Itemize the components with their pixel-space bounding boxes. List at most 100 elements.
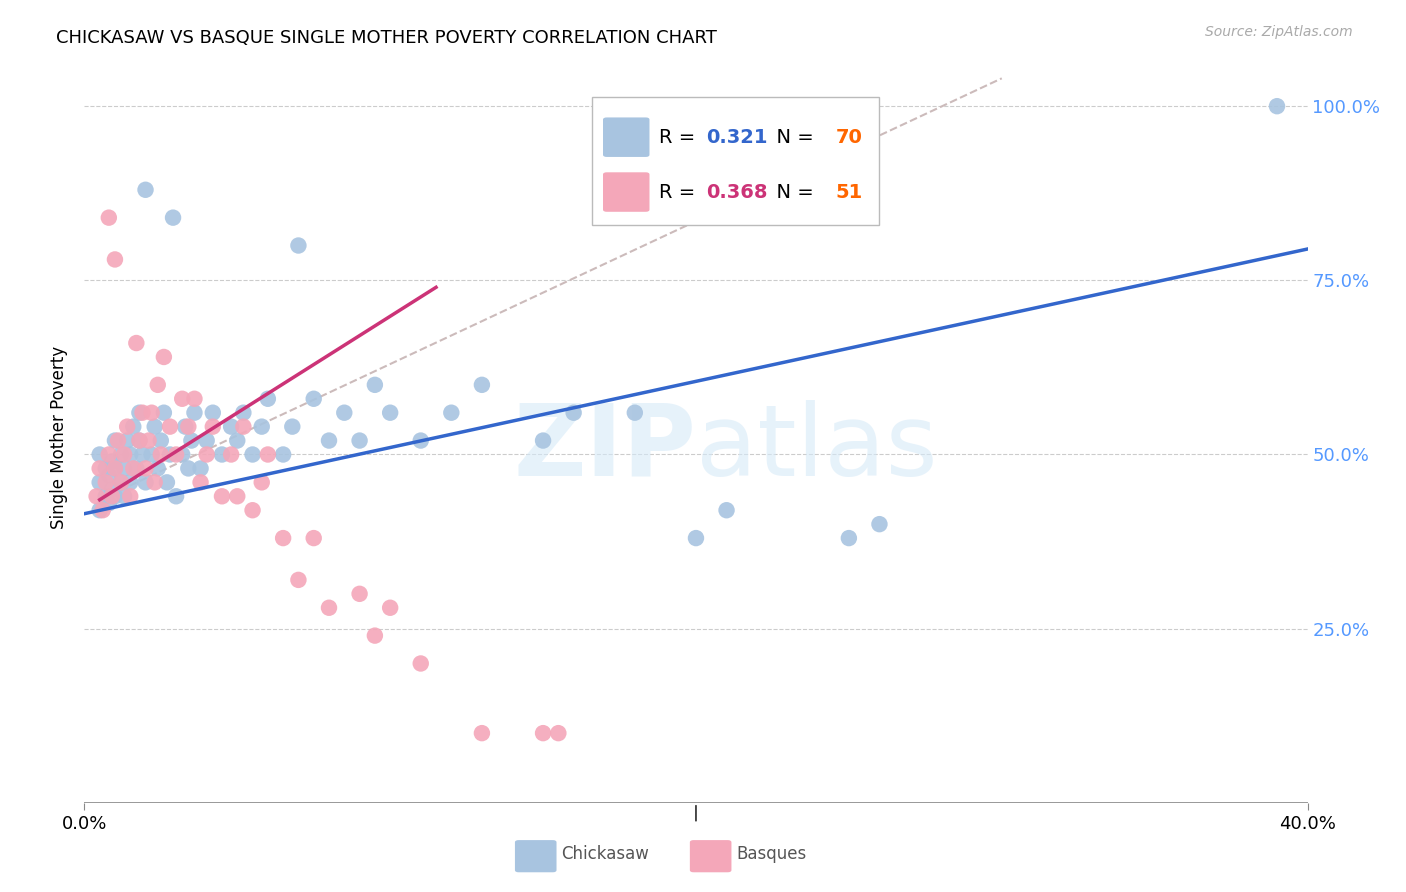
Point: [89, 503, 111, 517]
Point: [110, 448, 132, 462]
Point: [226, 489, 249, 503]
Point: [86, 489, 108, 503]
Point: [97, 448, 120, 462]
Point: [364, 377, 387, 392]
Point: [172, 448, 194, 462]
Point: [287, 573, 309, 587]
FancyBboxPatch shape: [603, 172, 650, 211]
Point: [146, 461, 169, 475]
Point: [146, 377, 169, 392]
Point: [195, 434, 218, 448]
Point: [531, 726, 554, 740]
Point: [471, 726, 494, 740]
Point: [271, 531, 294, 545]
Point: [349, 434, 371, 448]
Text: N =: N =: [765, 128, 821, 146]
Point: [135, 183, 157, 197]
Point: [409, 434, 432, 448]
Point: [159, 448, 181, 462]
Point: [271, 448, 294, 462]
Text: 51: 51: [835, 183, 863, 202]
Point: [94, 461, 117, 475]
Point: [128, 434, 150, 448]
Point: [141, 448, 163, 462]
Point: [89, 475, 111, 490]
Y-axis label: Single Mother Poverty: Single Mother Poverty: [51, 345, 69, 529]
Point: [1265, 99, 1288, 113]
Point: [183, 392, 205, 406]
Point: [380, 600, 402, 615]
Point: [190, 475, 212, 490]
Point: [281, 419, 304, 434]
Point: [257, 448, 280, 462]
Point: [125, 336, 148, 351]
Point: [104, 434, 127, 448]
Point: [333, 406, 356, 420]
Point: [318, 600, 340, 615]
Point: [409, 657, 432, 671]
Point: [190, 461, 212, 475]
Point: [125, 461, 148, 475]
Point: [201, 419, 224, 434]
Point: [131, 406, 153, 420]
Point: [143, 475, 166, 490]
Text: R =: R =: [659, 183, 702, 202]
Point: [195, 448, 218, 462]
Point: [440, 406, 463, 420]
Text: CHICKASAW VS BASQUE SINGLE MOTHER POVERTY CORRELATION CHART: CHICKASAW VS BASQUE SINGLE MOTHER POVERT…: [56, 29, 717, 46]
Point: [115, 434, 138, 448]
Point: [135, 475, 157, 490]
Point: [104, 461, 127, 475]
Point: [201, 406, 224, 420]
Point: [138, 434, 160, 448]
Point: [112, 489, 135, 503]
Point: [250, 475, 273, 490]
Point: [143, 419, 166, 434]
Text: Basques: Basques: [737, 845, 807, 863]
Point: [211, 448, 233, 462]
Point: [120, 489, 142, 503]
Point: [156, 475, 179, 490]
Point: [257, 392, 280, 406]
FancyBboxPatch shape: [592, 97, 880, 225]
Point: [380, 406, 402, 420]
Point: [101, 489, 124, 503]
Point: [104, 489, 127, 503]
Point: [219, 448, 242, 462]
Point: [177, 461, 200, 475]
Point: [716, 503, 738, 517]
Point: [115, 419, 138, 434]
Point: [89, 448, 111, 462]
Point: [110, 475, 132, 490]
Point: [685, 531, 707, 545]
Point: [180, 434, 202, 448]
Point: [122, 461, 145, 475]
Text: Chickasaw: Chickasaw: [561, 845, 650, 863]
Point: [97, 211, 120, 225]
Point: [135, 461, 157, 475]
FancyBboxPatch shape: [603, 118, 650, 157]
Point: [869, 517, 891, 532]
Point: [104, 461, 127, 475]
Text: 70: 70: [835, 128, 862, 146]
FancyBboxPatch shape: [515, 840, 557, 872]
Point: [153, 350, 176, 364]
Point: [153, 406, 176, 420]
Point: [97, 468, 120, 483]
Point: [172, 392, 194, 406]
Text: ZIP: ZIP: [513, 400, 696, 497]
Point: [242, 448, 264, 462]
Point: [364, 629, 387, 643]
Point: [94, 475, 117, 490]
Text: 0.321: 0.321: [706, 128, 768, 146]
Point: [97, 496, 120, 510]
Point: [174, 419, 197, 434]
Point: [112, 448, 135, 462]
Point: [94, 489, 117, 503]
Point: [177, 419, 200, 434]
Point: [128, 406, 150, 420]
Point: [232, 406, 254, 420]
Text: atlas: atlas: [696, 400, 938, 497]
Point: [211, 489, 233, 503]
Point: [624, 406, 647, 420]
